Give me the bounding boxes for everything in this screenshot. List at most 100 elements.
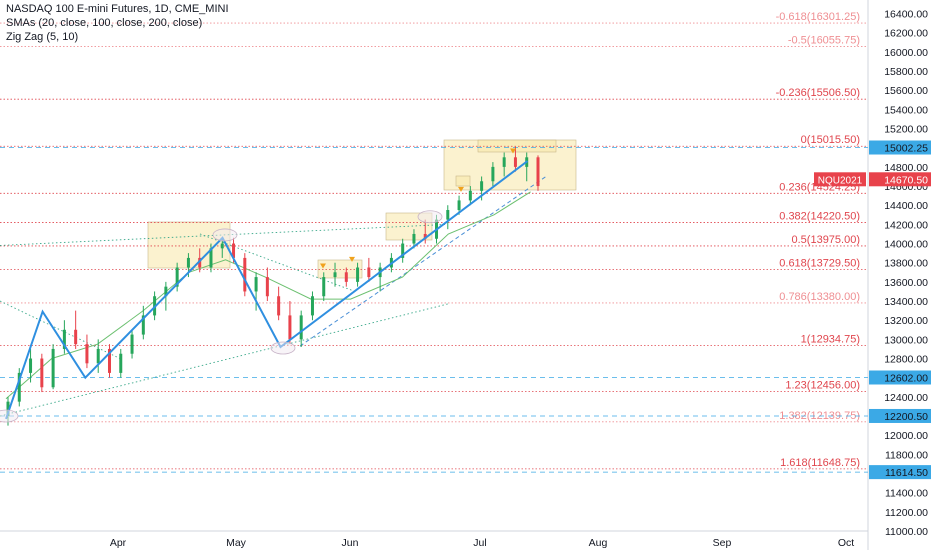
candle-body[interactable]: [232, 243, 236, 258]
candle-body[interactable]: [175, 267, 179, 287]
x-tick-label: Sep: [713, 537, 732, 549]
fib-label: 1(12934.75): [801, 334, 860, 346]
trendline: [0, 303, 449, 417]
pivot-marker: [270, 341, 296, 355]
signal-triangle: [349, 256, 355, 262]
y-tick-label: 11400.00: [885, 488, 928, 500]
x-tick-label: Oct: [838, 537, 854, 549]
zigzag-line[interactable]: [5, 160, 529, 420]
candle-body[interactable]: [141, 315, 145, 335]
signal-triangle: [458, 186, 464, 192]
candle-body[interactable]: [17, 372, 21, 402]
candle-body[interactable]: [412, 233, 416, 244]
fib-label: -0.618(16301.25): [776, 11, 860, 23]
candle-body[interactable]: [130, 334, 134, 354]
candle-body[interactable]: [220, 243, 224, 249]
x-tick-label: Jun: [342, 537, 359, 549]
candle-body[interactable]: [85, 344, 89, 364]
y-tick-label: 15800.00: [884, 66, 928, 78]
channel-line: [299, 176, 547, 347]
candle-body[interactable]: [29, 358, 33, 373]
fib-label: 0(15015.50): [801, 134, 860, 146]
price-badge: [869, 465, 931, 480]
candle-body[interactable]: [254, 277, 258, 292]
candle-body[interactable]: [446, 210, 450, 220]
price-badge: [869, 408, 931, 423]
symbol-tag: [814, 172, 866, 187]
pivot-marker: [212, 228, 238, 242]
highlight-box: [455, 175, 471, 187]
candle-body[interactable]: [468, 190, 472, 201]
legend-zigzag[interactable]: Zig Zag (5, 10): [6, 31, 79, 43]
y-tick-label: 13600.00: [884, 277, 928, 289]
candle-body[interactable]: [502, 157, 506, 167]
y-tick-label: 11200.00: [885, 507, 928, 519]
legend-sma[interactable]: SMAs (20, close, 100, close, 200, close): [6, 17, 203, 29]
candle-body[interactable]: [457, 200, 461, 211]
candle-body[interactable]: [198, 257, 202, 268]
candle-body[interactable]: [333, 272, 337, 278]
price-axis-bg: [868, 0, 932, 550]
candle-body[interactable]: [6, 401, 10, 417]
candle-body[interactable]: [74, 329, 78, 345]
candle-body[interactable]: [536, 157, 540, 187]
candle-body[interactable]: [265, 277, 269, 297]
candle-body[interactable]: [423, 233, 427, 239]
candle-body[interactable]: [164, 286, 168, 297]
candle-body[interactable]: [356, 267, 360, 282]
candle-body[interactable]: [480, 181, 484, 191]
price-badge-label: 11614.50: [885, 467, 928, 479]
y-tick-label: 15200.00: [884, 124, 928, 136]
candle-body[interactable]: [310, 296, 314, 316]
y-tick-label: 13200.00: [884, 315, 928, 327]
candle-body[interactable]: [40, 358, 44, 388]
y-tick-label: 15600.00: [884, 85, 928, 97]
x-tick-label: Apr: [110, 537, 127, 549]
x-tick-label: May: [226, 537, 247, 549]
candle-body[interactable]: [62, 329, 66, 349]
y-tick-label: 14800.00: [884, 162, 928, 174]
candle-body[interactable]: [367, 267, 371, 278]
y-tick-label: 11800.00: [885, 449, 928, 461]
price-badge-label: 15002.25: [884, 143, 928, 155]
candle-body[interactable]: [344, 272, 348, 282]
fib-label: 1.23(12456.00): [785, 379, 860, 391]
price-badge: [869, 140, 931, 155]
fib-label: 0.786(13380.00): [779, 291, 860, 303]
highlight-box: [477, 139, 557, 153]
pivot-marker: [417, 210, 443, 224]
candle-body[interactable]: [51, 348, 55, 388]
candle-body[interactable]: [186, 257, 190, 268]
candle-body[interactable]: [401, 243, 405, 258]
price-badge-label: 12602.00: [884, 372, 928, 384]
fib-label: 1.618(11648.75): [780, 457, 860, 469]
candle-body[interactable]: [119, 353, 123, 373]
y-tick-label: 13400.00: [884, 296, 928, 308]
highlight-box: [317, 259, 363, 279]
candle-body[interactable]: [243, 257, 247, 292]
price-badge: [869, 370, 931, 385]
candle-body[interactable]: [107, 348, 111, 373]
candle-body[interactable]: [96, 348, 100, 364]
legend-symbol[interactable]: NASDAQ 100 E-mini Futures, 1D, CME_MINI: [6, 3, 229, 15]
y-tick-label: 12400.00: [884, 392, 928, 404]
candle-body[interactable]: [288, 315, 292, 340]
candle-body[interactable]: [277, 296, 281, 316]
candle-body[interactable]: [322, 277, 326, 297]
y-tick-label: 16000.00: [884, 47, 928, 59]
price-badge-label: 14670.50: [884, 174, 928, 186]
candle-body[interactable]: [513, 157, 517, 167]
symbol-tag-label: NQU2021: [818, 175, 863, 186]
fib-label: -0.236(15506.50): [776, 87, 860, 99]
candle-body[interactable]: [299, 315, 303, 340]
y-tick-label: 16400.00: [884, 9, 928, 21]
candle-body[interactable]: [491, 166, 495, 182]
pivot-marker: [0, 409, 19, 423]
x-tick-label: Aug: [589, 537, 608, 549]
candle-body[interactable]: [209, 248, 213, 268]
fib-label: 0.618(13729.50): [779, 257, 860, 269]
signal-triangle: [320, 263, 326, 269]
price-badge-label: 12200.50: [884, 411, 928, 423]
